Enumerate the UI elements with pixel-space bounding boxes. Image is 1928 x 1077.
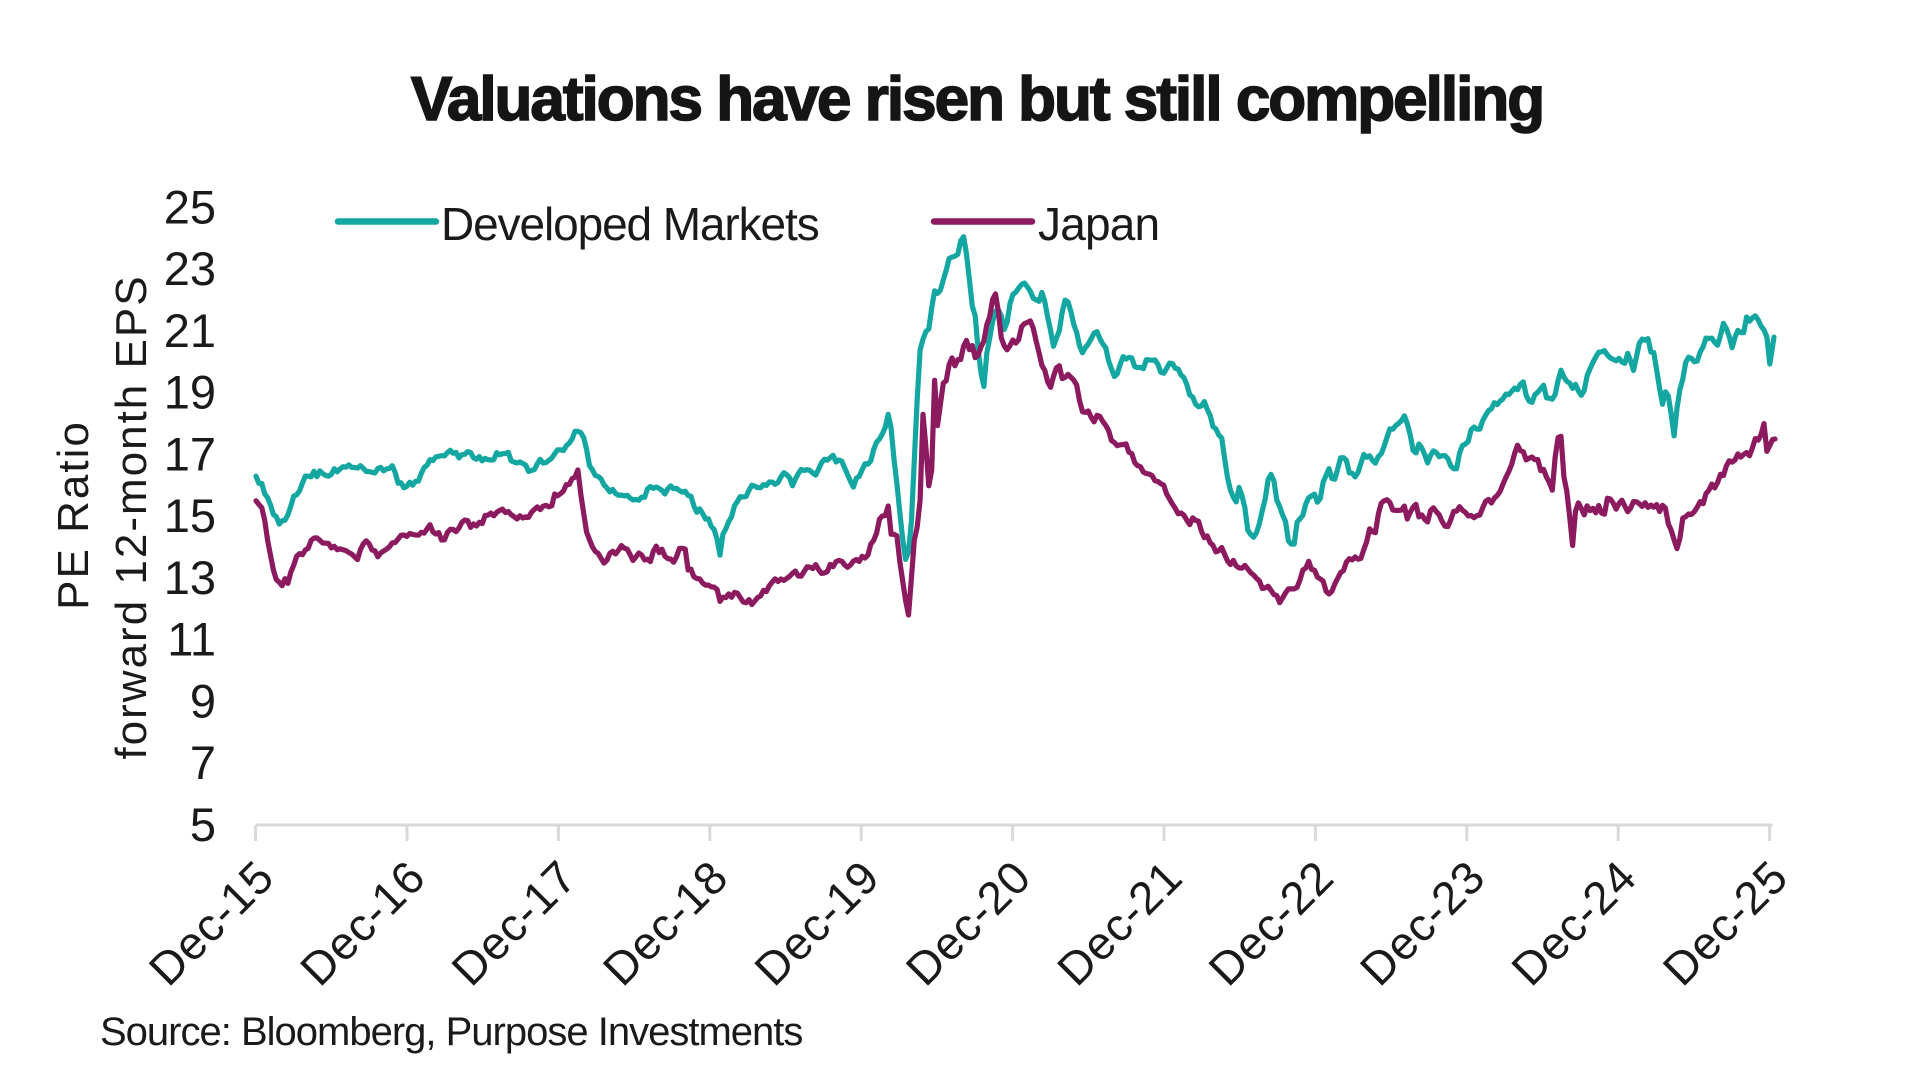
svg-text:25: 25 [164, 180, 216, 233]
svg-text:forward 12-month EPS: forward 12-month EPS [107, 274, 156, 759]
svg-text:Developed Markets: Developed Markets [441, 198, 819, 250]
svg-text:9: 9 [190, 675, 216, 728]
svg-text:21: 21 [164, 304, 216, 357]
svg-text:Valuations have risen but stil: Valuations have risen but still compelli… [411, 65, 1543, 134]
svg-text:19: 19 [164, 366, 216, 419]
svg-text:7: 7 [190, 736, 216, 789]
svg-text:Source: Bloomberg, Purpose Inv: Source: Bloomberg, Purpose Investments [100, 1010, 802, 1054]
svg-text:13: 13 [164, 551, 216, 604]
svg-text:5: 5 [190, 798, 216, 851]
svg-text:PE Ratio: PE Ratio [49, 420, 98, 610]
svg-text:15: 15 [164, 489, 216, 542]
svg-text:17: 17 [164, 427, 216, 480]
svg-text:23: 23 [164, 242, 216, 295]
svg-text:11: 11 [167, 613, 216, 666]
svg-text:Japan: Japan [1038, 198, 1159, 250]
